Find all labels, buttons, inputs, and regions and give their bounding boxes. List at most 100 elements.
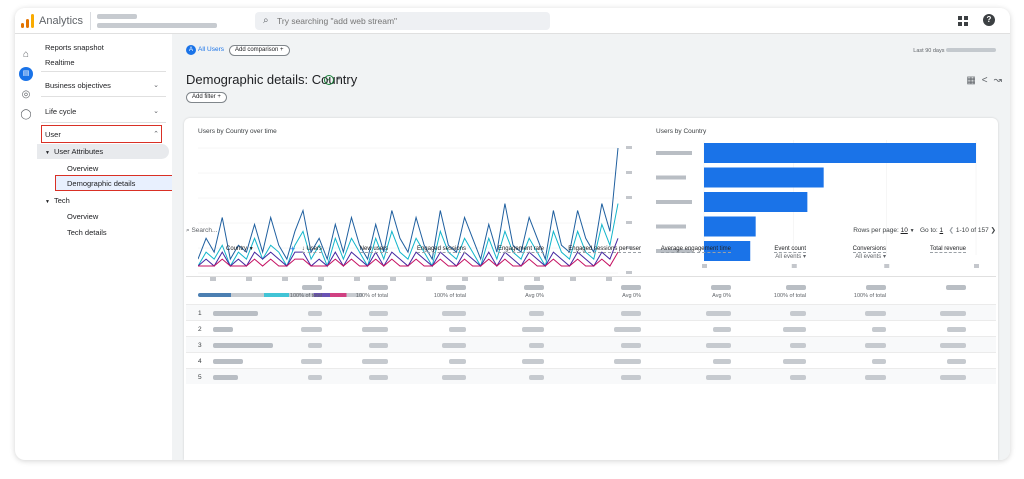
customize-report-icon[interactable]: ▦ <box>966 75 976 86</box>
table-cell <box>706 311 731 316</box>
add-comparison-label: Add comparison <box>235 47 279 53</box>
column-header-label: Country <box>226 246 248 252</box>
goto-label: Go to: <box>920 227 938 234</box>
table-row[interactable]: 5 <box>186 368 996 384</box>
add-comparison-button[interactable]: Add comparison + <box>229 45 290 56</box>
sidebar-item-label: Life cycle <box>45 107 77 116</box>
caret-down-icon: ▼ <box>45 150 50 156</box>
table-cell <box>442 375 466 380</box>
date-range-selector[interactable]: Last 90 days <box>913 48 996 54</box>
column-header-engagement-rate[interactable]: Engagement rate <box>497 246 544 253</box>
event-filter-select[interactable]: All events ▾ <box>775 254 806 260</box>
x-tick-label <box>791 264 797 268</box>
bar-chart <box>656 140 979 268</box>
column-header-label: Total revenue <box>929 246 966 253</box>
rows-per-page-select[interactable]: 10 <box>900 227 908 234</box>
table-cell <box>706 343 731 348</box>
series-line <box>198 147 619 261</box>
sidebar-item-overview[interactable]: Overview <box>67 164 99 173</box>
sidebar-item-reports-snapshot[interactable]: Reports snapshot <box>45 43 104 52</box>
table-cell <box>449 359 466 364</box>
search-input[interactable] <box>277 14 537 28</box>
table-cell <box>713 327 731 332</box>
report-toolbar: ▦ < ↝ <box>960 75 1002 86</box>
conversion-filter-select[interactable]: All events ▾ <box>855 254 886 260</box>
column-header-country[interactable]: Country ▼ <box>226 246 254 252</box>
table-cell <box>872 359 886 364</box>
prev-page-icon[interactable]: ❮ <box>948 227 955 234</box>
sidebar-item-realtime[interactable]: Realtime <box>45 58 75 67</box>
table-search[interactable]: ⌕ Search... <box>186 227 217 235</box>
check-circle-icon[interactable]: ✓ <box>324 75 334 85</box>
total-avg-engagement: Avg 0% <box>711 285 731 299</box>
table-row[interactable]: 1 <box>186 304 996 320</box>
table-cell <box>308 343 322 348</box>
column-header-label: Average engagement time <box>660 246 731 253</box>
x-tick-label <box>498 277 504 281</box>
table-cell <box>790 375 806 380</box>
table-cell <box>614 327 641 332</box>
help-icon[interactable]: ? <box>983 14 995 26</box>
apps-grid-icon[interactable] <box>958 16 968 26</box>
country-cell <box>213 359 243 364</box>
column-header-conversions[interactable]: Conversions All events ▾ <box>852 246 886 260</box>
x-tick-label <box>606 277 612 281</box>
segment-chip-all-users[interactable]: A All Users <box>186 45 224 56</box>
x-tick-label <box>570 277 576 281</box>
column-header-event-count[interactable]: Event count All events ▾ <box>774 246 806 260</box>
home-icon[interactable]: ⌂ <box>22 49 30 60</box>
column-header-users[interactable]: ↓ Users <box>301 246 322 253</box>
table-header-row: Country ▼ + ↓ Users New users Engaged se… <box>186 244 996 274</box>
table-cell <box>706 375 731 380</box>
y-tick-label <box>626 146 632 149</box>
table-row[interactable]: 4 <box>186 352 996 368</box>
x-tick-label <box>246 277 252 281</box>
event-filter-label: All events <box>775 254 802 260</box>
column-header-new-users[interactable]: New users <box>359 246 388 253</box>
explore-icon[interactable]: ◎ <box>21 89 31 100</box>
column-header-total-revenue[interactable]: Total revenue <box>929 246 966 253</box>
share-icon[interactable]: < <box>981 75 988 86</box>
line-chart <box>198 146 632 281</box>
row-index: 1 <box>198 310 202 317</box>
sidebar-group-tech[interactable]: ▼ Tech <box>45 196 165 205</box>
search-bar[interactable]: ⌕ <box>255 12 550 30</box>
table-cell <box>529 311 544 316</box>
account-selector[interactable] <box>90 12 248 30</box>
table-row[interactable]: 3 <box>186 336 996 352</box>
table-cell <box>872 327 886 332</box>
add-filter-label: Add filter <box>192 94 216 100</box>
sidebar-item-user[interactable]: User ⌃ <box>45 130 165 139</box>
table-cell <box>865 311 886 316</box>
next-page-icon[interactable]: ❯ <box>990 227 996 234</box>
caret-down-icon[interactable]: ▼ <box>336 76 342 82</box>
sidebar-item-tech-overview[interactable]: Overview <box>67 212 99 221</box>
column-header-label: Engagement rate <box>497 246 544 253</box>
table-row[interactable]: 2 <box>186 320 996 336</box>
row-index: 5 <box>198 374 202 381</box>
sidebar-item-business-objectives[interactable]: Business objectives ⌄ <box>45 81 165 90</box>
reports-icon[interactable]: ▤ <box>19 67 33 81</box>
x-tick-label <box>282 277 288 281</box>
advertising-icon[interactable]: ◯ <box>20 109 32 120</box>
y-tick-label <box>626 221 632 224</box>
goto-input[interactable]: 1 <box>939 227 944 234</box>
add-filter-button[interactable]: Add filter + <box>186 92 227 103</box>
sidebar-item-life-cycle[interactable]: Life cycle ⌄ <box>45 107 165 116</box>
sidebar-item-tech-details[interactable]: Tech details <box>67 228 107 237</box>
sidebar-group-user-attributes[interactable]: ▼ User Attributes <box>45 147 165 156</box>
table-cell <box>529 343 544 348</box>
column-header-avg-engagement[interactable]: Average engagement time <box>660 246 731 253</box>
analytics-logo-icon[interactable] <box>21 14 35 28</box>
column-header-engaged-sessions[interactable]: Engaged sessions <box>416 246 466 253</box>
plus-icon: + <box>280 47 284 53</box>
insights-icon[interactable]: ↝ <box>993 75 1002 86</box>
sidebar-item-demographic-details[interactable]: Demographic details <box>67 179 136 188</box>
plus-icon: + <box>217 94 221 100</box>
table-cell <box>790 343 806 348</box>
table-cell <box>783 359 806 364</box>
add-dimension-icon[interactable]: + <box>290 244 296 254</box>
date-range-value <box>946 48 996 52</box>
column-header-engaged-per-user[interactable]: Engaged sessions per user <box>568 246 641 253</box>
total-new-users: 100% of total <box>356 285 388 299</box>
